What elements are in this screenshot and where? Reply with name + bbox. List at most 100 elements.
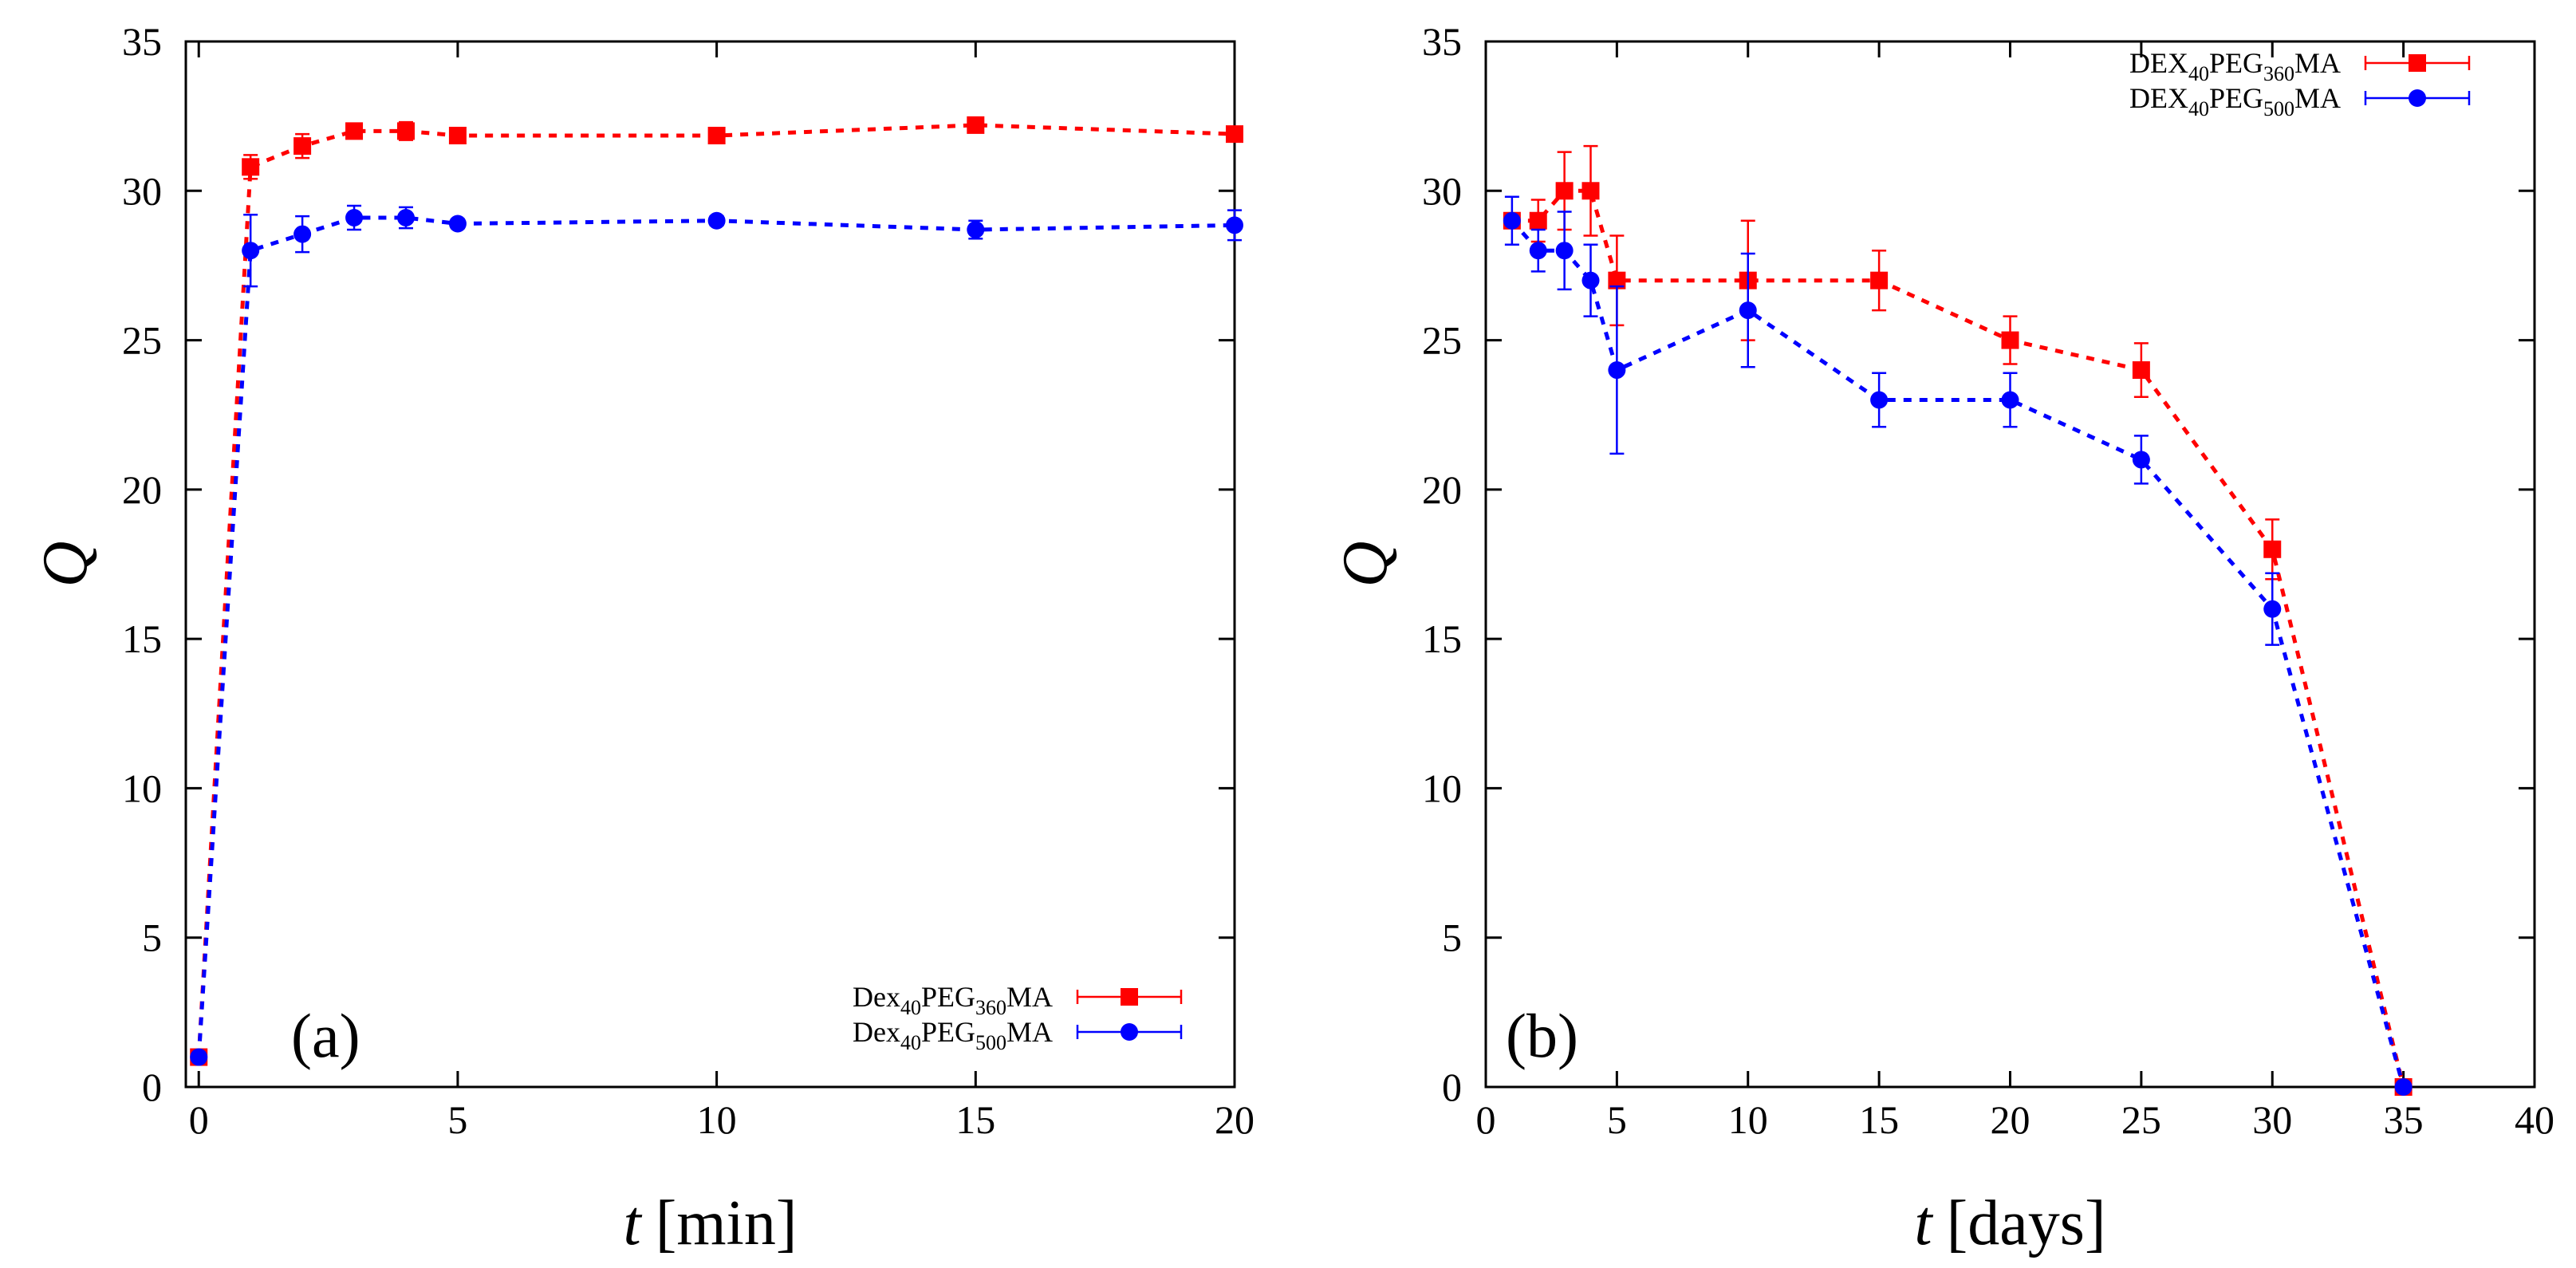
y-tick-label: 25 <box>1422 318 1462 363</box>
data-point <box>2132 361 2150 380</box>
data-point <box>293 225 312 243</box>
y-tick-label: 5 <box>142 916 162 960</box>
panel-label: (b) <box>1506 1001 1578 1070</box>
x-tick-label: 20 <box>1991 1097 2030 1142</box>
x-tick-label: 30 <box>2252 1097 2292 1142</box>
legend-subscript: 500 <box>975 1031 1006 1054</box>
data-point <box>967 220 985 238</box>
x-tick-label: 0 <box>1476 1097 1496 1142</box>
legend-marker <box>2409 54 2426 72</box>
y-tick-label: 35 <box>122 19 162 64</box>
data-point <box>1870 391 1889 409</box>
series-line <box>196 123 1235 1057</box>
data-point <box>242 158 260 176</box>
legend-subscript: 40 <box>2188 97 2209 120</box>
data-point <box>1555 182 1574 200</box>
data-point <box>1608 271 1626 289</box>
x-tick-label: 10 <box>1728 1097 1768 1142</box>
data-point <box>396 208 415 226</box>
legend-subscript: 360 <box>975 996 1006 1019</box>
x-tick-label: 15 <box>1859 1097 1899 1142</box>
legend-text-part: Dex <box>853 981 900 1013</box>
x-tick-label: 15 <box>955 1097 995 1142</box>
legend-text-part: DEX <box>2129 82 2188 114</box>
data-point <box>345 122 364 140</box>
y-tick-label: 15 <box>1422 616 1462 661</box>
x-axis-variable: t <box>624 1188 643 1258</box>
data-point <box>1581 271 1600 289</box>
plot-frame <box>184 40 1236 1089</box>
series-line <box>196 215 1235 1057</box>
x-axis-unit: [days] <box>1947 1188 2106 1258</box>
data-point <box>293 137 312 156</box>
data-point <box>1529 211 1547 230</box>
x-tick-label: 20 <box>1215 1097 1255 1142</box>
series-red <box>190 116 1243 1066</box>
series-blue <box>1503 195 2413 1096</box>
legend-marker <box>1121 1023 1138 1041</box>
data-point <box>1739 301 1757 320</box>
panel-b: 0 5 10 15 20 25 30 35 40 0 5 10 15 20 25 30 35 t [days] Q (b… <box>1330 19 2554 1258</box>
data-point <box>2132 451 2150 469</box>
data-point <box>1529 242 1547 260</box>
legend-text-part: PEG <box>921 981 975 1013</box>
legend-subscript: 40 <box>2188 62 2209 85</box>
legend-text-part: MA <box>2294 82 2341 114</box>
data-point <box>1870 271 1889 289</box>
legend-label: Dex40PEG500MA <box>853 1016 1053 1054</box>
data-point <box>1226 125 1243 144</box>
legend-text-part: Dex <box>853 1016 900 1048</box>
series-line <box>1511 219 2406 1088</box>
series-blue <box>190 204 1243 1066</box>
legend-marker <box>1121 988 1138 1006</box>
data-point <box>242 242 260 260</box>
legend-text-part: DEX <box>2129 47 2188 79</box>
x-tick-label: 5 <box>1607 1097 1627 1142</box>
y-tick-label: 25 <box>122 318 162 363</box>
data-point <box>396 122 415 140</box>
panel-a: 0 5 10 15 20 0 5 10 15 20 25 30 35 t [min] Q (a) Dex40PEG… <box>30 19 1255 1258</box>
data-point <box>1608 361 1626 380</box>
legend-text-part: MA <box>2294 47 2341 79</box>
data-point <box>2263 540 2282 558</box>
x-axis-label: t [min] <box>624 1188 798 1258</box>
data-point <box>448 215 467 233</box>
x-axis-label: t [days] <box>1914 1188 2105 1258</box>
legend-label: Dex40PEG360MA <box>853 981 1053 1019</box>
data-point <box>345 208 364 226</box>
y-tick-label: 20 <box>1422 467 1462 512</box>
y-tick-label: 30 <box>122 168 162 213</box>
y-tick-label: 35 <box>1422 19 1462 64</box>
y-tick-label: 5 <box>1442 916 1462 960</box>
legend-text-part: PEG <box>2209 47 2263 79</box>
data-point <box>2001 331 2019 349</box>
data-point <box>707 211 726 230</box>
data-point <box>1226 216 1243 234</box>
x-tick-label: 40 <box>2515 1097 2554 1142</box>
y-tick-label: 0 <box>1442 1065 1462 1109</box>
y-axis-label: Q <box>1330 541 1400 588</box>
data-point <box>967 116 985 134</box>
legend-label: DEX40PEG500MA <box>2129 82 2341 120</box>
y-tick-label: 20 <box>122 467 162 512</box>
y-tick-label: 0 <box>142 1065 162 1109</box>
x-tick-label: 5 <box>447 1097 467 1142</box>
x-tick-label: 35 <box>2384 1097 2424 1142</box>
data-point <box>1581 182 1600 200</box>
y-tick-label: 30 <box>1422 168 1462 213</box>
legend-text-part: PEG <box>921 1016 975 1048</box>
y-tick-label: 10 <box>122 766 162 810</box>
x-tick-label: 10 <box>697 1097 737 1142</box>
data-point <box>2263 600 2282 618</box>
y-tick-label: 10 <box>1422 766 1462 810</box>
legend-subscript: 500 <box>2263 97 2294 120</box>
legend-subscript: 40 <box>900 996 921 1019</box>
legend-subscript: 360 <box>2263 62 2294 85</box>
panel-label: (a) <box>291 1001 360 1070</box>
data-point <box>707 126 726 144</box>
x-axis-unit: [min] <box>656 1188 798 1258</box>
legend-marker <box>2409 89 2426 107</box>
y-tick-label: 15 <box>122 616 162 661</box>
legend-text-part: MA <box>1006 1016 1053 1048</box>
